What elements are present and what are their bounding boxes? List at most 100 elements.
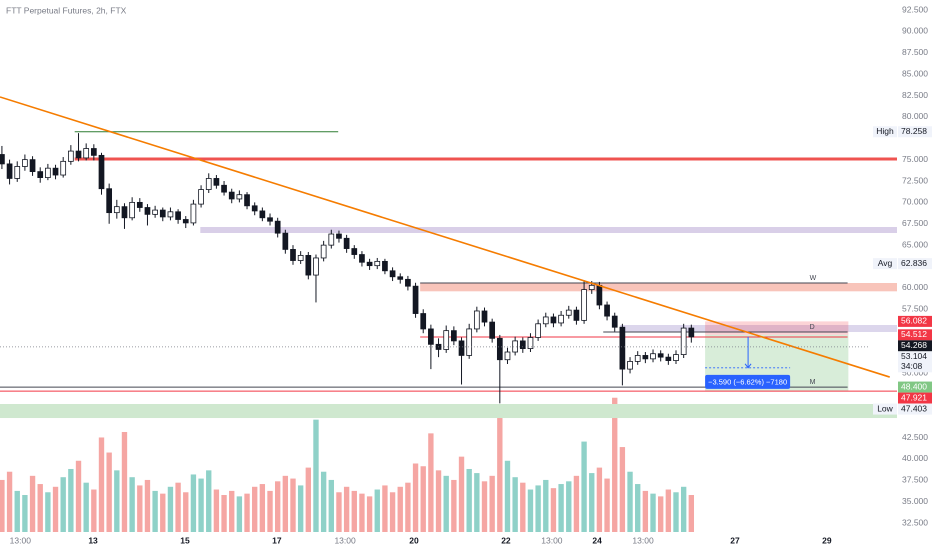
candle-body: [627, 361, 633, 370]
volume-bar: [114, 470, 120, 532]
volume-bar: [573, 475, 580, 532]
candle-body: [558, 314, 564, 324]
x-tick-label: 13:00: [334, 535, 356, 545]
volume-bar: [144, 479, 151, 532]
candle-body: [650, 353, 656, 360]
volume-bar: [244, 493, 250, 532]
candle-body: [129, 201, 135, 219]
volume-bar: [405, 482, 411, 532]
candle-body: [274, 220, 281, 234]
stop-zone: [705, 321, 849, 335]
candle-body: [389, 270, 396, 278]
volume-bar: [466, 468, 472, 532]
y-tick-label: 92.500: [902, 4, 928, 14]
candle-body: [596, 284, 603, 306]
volume-bar: [650, 493, 656, 532]
candle-body: [98, 154, 105, 190]
candle-body: [121, 206, 128, 219]
candle-body: [305, 254, 312, 276]
candle-body: [374, 260, 381, 267]
marker-name: Avg: [878, 258, 893, 268]
candle-body: [75, 150, 82, 159]
candle-body: [282, 232, 289, 250]
volume-bar: [37, 484, 43, 532]
volume-bar: [83, 482, 89, 532]
volume-bar: [642, 490, 649, 532]
candle-body: [412, 285, 419, 314]
volume-bar: [581, 441, 587, 532]
candle-body: [581, 289, 587, 321]
volume-bar: [527, 489, 534, 532]
marker-value-bg: [898, 315, 932, 327]
marker-value: 78.258: [901, 126, 927, 136]
volume-bar: [443, 475, 449, 532]
volume-bar: [290, 478, 296, 532]
volume-bar: [627, 471, 633, 532]
marker-name: High: [876, 126, 894, 136]
volume-bar: [673, 492, 679, 532]
candle-body: [642, 355, 649, 360]
candle-body: [37, 171, 44, 178]
candle-body: [267, 217, 273, 222]
level-label: W: [810, 275, 817, 282]
candle-body: [504, 351, 511, 361]
marker-value: 48.400: [901, 381, 927, 391]
volume-bar: [129, 477, 135, 532]
volume-bar: [389, 492, 396, 532]
volume-bar: [68, 468, 74, 532]
volume-bar: [558, 484, 564, 532]
marker-value: 47.403: [901, 403, 927, 413]
volume-bar: [504, 460, 511, 532]
candle-body: [573, 309, 580, 321]
y-tick-label: 75.000: [902, 154, 928, 164]
candle-body: [535, 323, 541, 338]
candle-body: [565, 309, 572, 316]
marker-value-bg: [898, 381, 932, 393]
candle-body: [489, 321, 496, 339]
y-tick-label: 87.500: [902, 47, 928, 57]
zone-band: [420, 283, 897, 292]
candle-body: [236, 194, 243, 200]
volume-bar: [106, 452, 112, 532]
marker-value-bg: [898, 351, 932, 373]
x-tick-label: 29: [822, 535, 832, 545]
candle-body: [45, 167, 51, 178]
candle-body: [397, 276, 404, 280]
volume-bar: [206, 470, 212, 532]
volume-bar: [543, 479, 549, 532]
volume-bar: [121, 431, 128, 532]
candle-body: [167, 211, 174, 218]
y-tick-label: 72.500: [902, 175, 928, 185]
marker-name-bg: [873, 126, 897, 138]
candle-body: [6, 163, 13, 179]
volume-bar: [198, 478, 204, 532]
candle-body: [588, 284, 595, 290]
y-tick-label: 82.500: [902, 90, 928, 100]
candle-body: [106, 188, 113, 214]
marker-value-bg: [898, 392, 932, 404]
candle-body: [611, 315, 618, 328]
y-tick-label: 65.000: [902, 239, 928, 249]
marker-value: 62.836: [901, 258, 927, 268]
candle-body: [527, 337, 534, 349]
volume-bar: [213, 489, 220, 532]
volume-bar: [236, 496, 243, 532]
marker-name-bg: [873, 258, 897, 270]
volume-bar: [190, 474, 197, 532]
volume-bar: [382, 485, 388, 532]
volume-bar: [167, 486, 174, 532]
arrow-head: [744, 363, 752, 369]
y-tick-label: 67.500: [902, 218, 928, 228]
trend-line: [0, 96, 890, 378]
volume-bar: [489, 475, 495, 532]
candle-body: [496, 337, 503, 361]
marker-value-bg: [898, 126, 932, 138]
volume-bar: [60, 477, 66, 532]
candle-body: [244, 194, 250, 207]
candle-body: [680, 327, 687, 355]
marker-name-bg: [873, 403, 897, 415]
candle-body: [336, 233, 342, 239]
y-tick-label: 35.000: [902, 496, 928, 506]
